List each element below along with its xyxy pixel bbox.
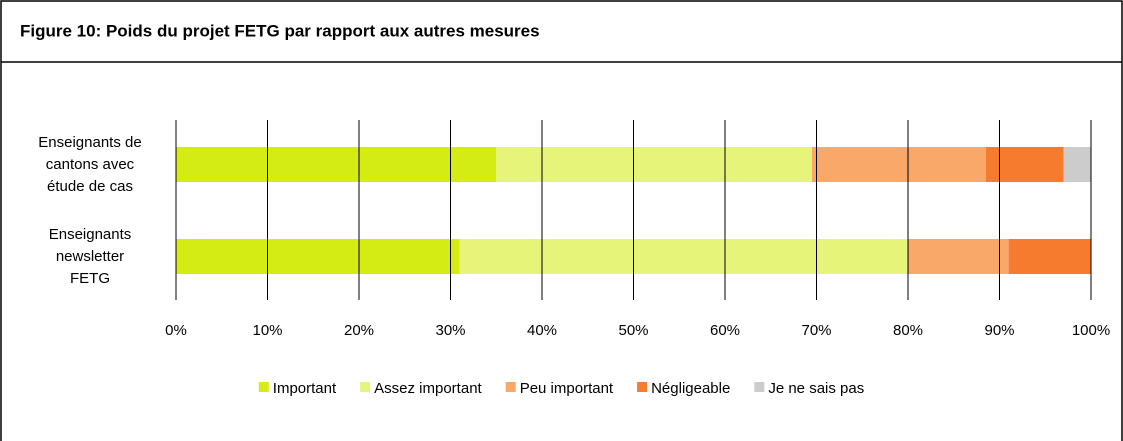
bar-segment [176,147,497,182]
chart-title: Figure 10: Poids du projet FETG par rapp… [20,21,540,40]
bar-segment [985,147,1064,182]
bar-segment [908,239,1009,274]
legend-label: Assez important [374,380,482,397]
legend-swatch [637,382,648,392]
x-tick-label: 90% [984,322,1014,339]
x-tick-label: 70% [801,322,831,339]
y-tick-label: Enseignants de cantons avec étude de cas [38,133,142,195]
y-tick-label: Enseignants newsletter FETG [48,225,132,287]
bar-segment [459,239,908,274]
legend-swatch [360,382,371,392]
x-tick-label: 100% [1072,322,1110,339]
x-tick-label: 60% [710,322,740,339]
legend-swatch [505,382,516,392]
bar-segment [176,239,460,274]
x-tick-label: 50% [618,322,648,339]
bar-segment [1008,239,1091,274]
x-tick-label: 30% [435,322,465,339]
x-tick-label: 20% [344,322,374,339]
legend-swatch [754,382,765,392]
legend-label: Je ne sais pas [768,380,864,397]
x-tick-label: 40% [527,322,557,339]
legend-label: Peu important [520,380,614,397]
legend-label: Négligeable [651,380,730,397]
bar-segment [811,147,986,182]
legend-swatch [258,382,269,392]
legend-label: Important [273,380,337,397]
x-tick-label: 10% [252,322,282,339]
bar-segment [496,147,812,182]
x-tick-label: 80% [893,322,923,339]
x-tick-label: 0% [165,322,187,339]
bar-segment [1063,147,1091,182]
